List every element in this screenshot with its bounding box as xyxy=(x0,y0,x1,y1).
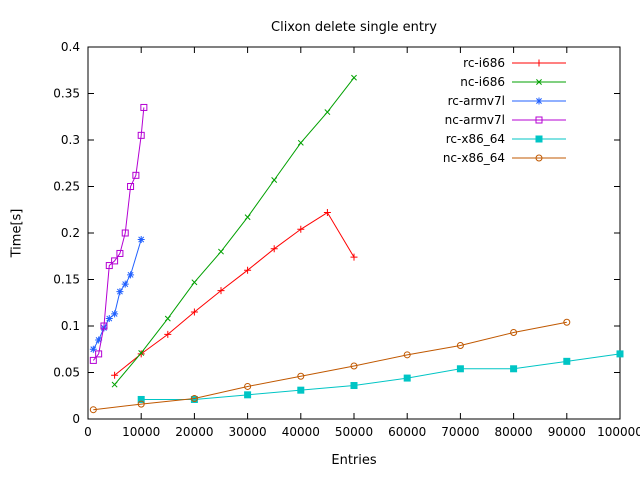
y-axis-label: Time[s] xyxy=(9,208,25,258)
svg-text:70000: 70000 xyxy=(441,425,479,439)
chart-title: Clixon delete single entry xyxy=(271,20,437,35)
svg-text:50000: 50000 xyxy=(335,425,373,439)
svg-text:100000: 100000 xyxy=(597,425,640,439)
series-rc-armv7l xyxy=(89,236,145,353)
svg-text:rc-i686: rc-i686 xyxy=(463,56,505,70)
legend-item-rc-x86_64: rc-x86_64 xyxy=(446,132,566,146)
svg-text:0: 0 xyxy=(84,425,92,439)
svg-text:nc-i686: nc-i686 xyxy=(460,75,505,89)
svg-text:rc-x86_64: rc-x86_64 xyxy=(446,132,505,146)
svg-text:0: 0 xyxy=(72,412,80,426)
svg-text:0.4: 0.4 xyxy=(61,40,80,54)
svg-text:0.15: 0.15 xyxy=(53,273,80,287)
svg-text:30000: 30000 xyxy=(229,425,267,439)
series-nc-armv7l xyxy=(89,103,148,364)
svg-text:80000: 80000 xyxy=(495,425,533,439)
series-rc-i686 xyxy=(111,209,358,379)
svg-text:20000: 20000 xyxy=(175,425,213,439)
series-nc-i686 xyxy=(111,74,357,388)
x-axis-label: Entries xyxy=(331,453,377,468)
svg-text:rc-armv7l: rc-armv7l xyxy=(448,94,505,108)
svg-text:0.05: 0.05 xyxy=(53,366,80,380)
svg-text:nc-x86_64: nc-x86_64 xyxy=(443,151,505,165)
svg-text:0.35: 0.35 xyxy=(53,87,80,101)
legend-item-nc-x86_64: nc-x86_64 xyxy=(443,151,566,165)
svg-text:0.25: 0.25 xyxy=(53,180,80,194)
svg-text:60000: 60000 xyxy=(388,425,426,439)
series-nc-x86_64 xyxy=(89,318,571,414)
legend-item-rc-armv7l: rc-armv7l xyxy=(448,94,566,108)
svg-text:90000: 90000 xyxy=(548,425,586,439)
legend-item-rc-i686: rc-i686 xyxy=(463,56,566,70)
svg-text:10000: 10000 xyxy=(122,425,160,439)
svg-text:nc-armv7l: nc-armv7l xyxy=(445,113,505,127)
legend-item-nc-i686: nc-i686 xyxy=(460,75,566,89)
series-rc-x86_64 xyxy=(137,350,624,403)
axes: 0 10000 20000 30000 40000 50000 60000 70000 8000… xyxy=(53,40,640,439)
svg-text:40000: 40000 xyxy=(282,425,320,439)
svg-text:0.1: 0.1 xyxy=(61,319,80,333)
legend: rc-i686 nc-i686 rc-armv7l nc-armv7l rc-x86_6… xyxy=(443,56,566,165)
svg-text:0.3: 0.3 xyxy=(61,133,80,147)
legend-item-nc-armv7l: nc-armv7l xyxy=(445,113,566,127)
svg-text:0.2: 0.2 xyxy=(61,226,80,240)
